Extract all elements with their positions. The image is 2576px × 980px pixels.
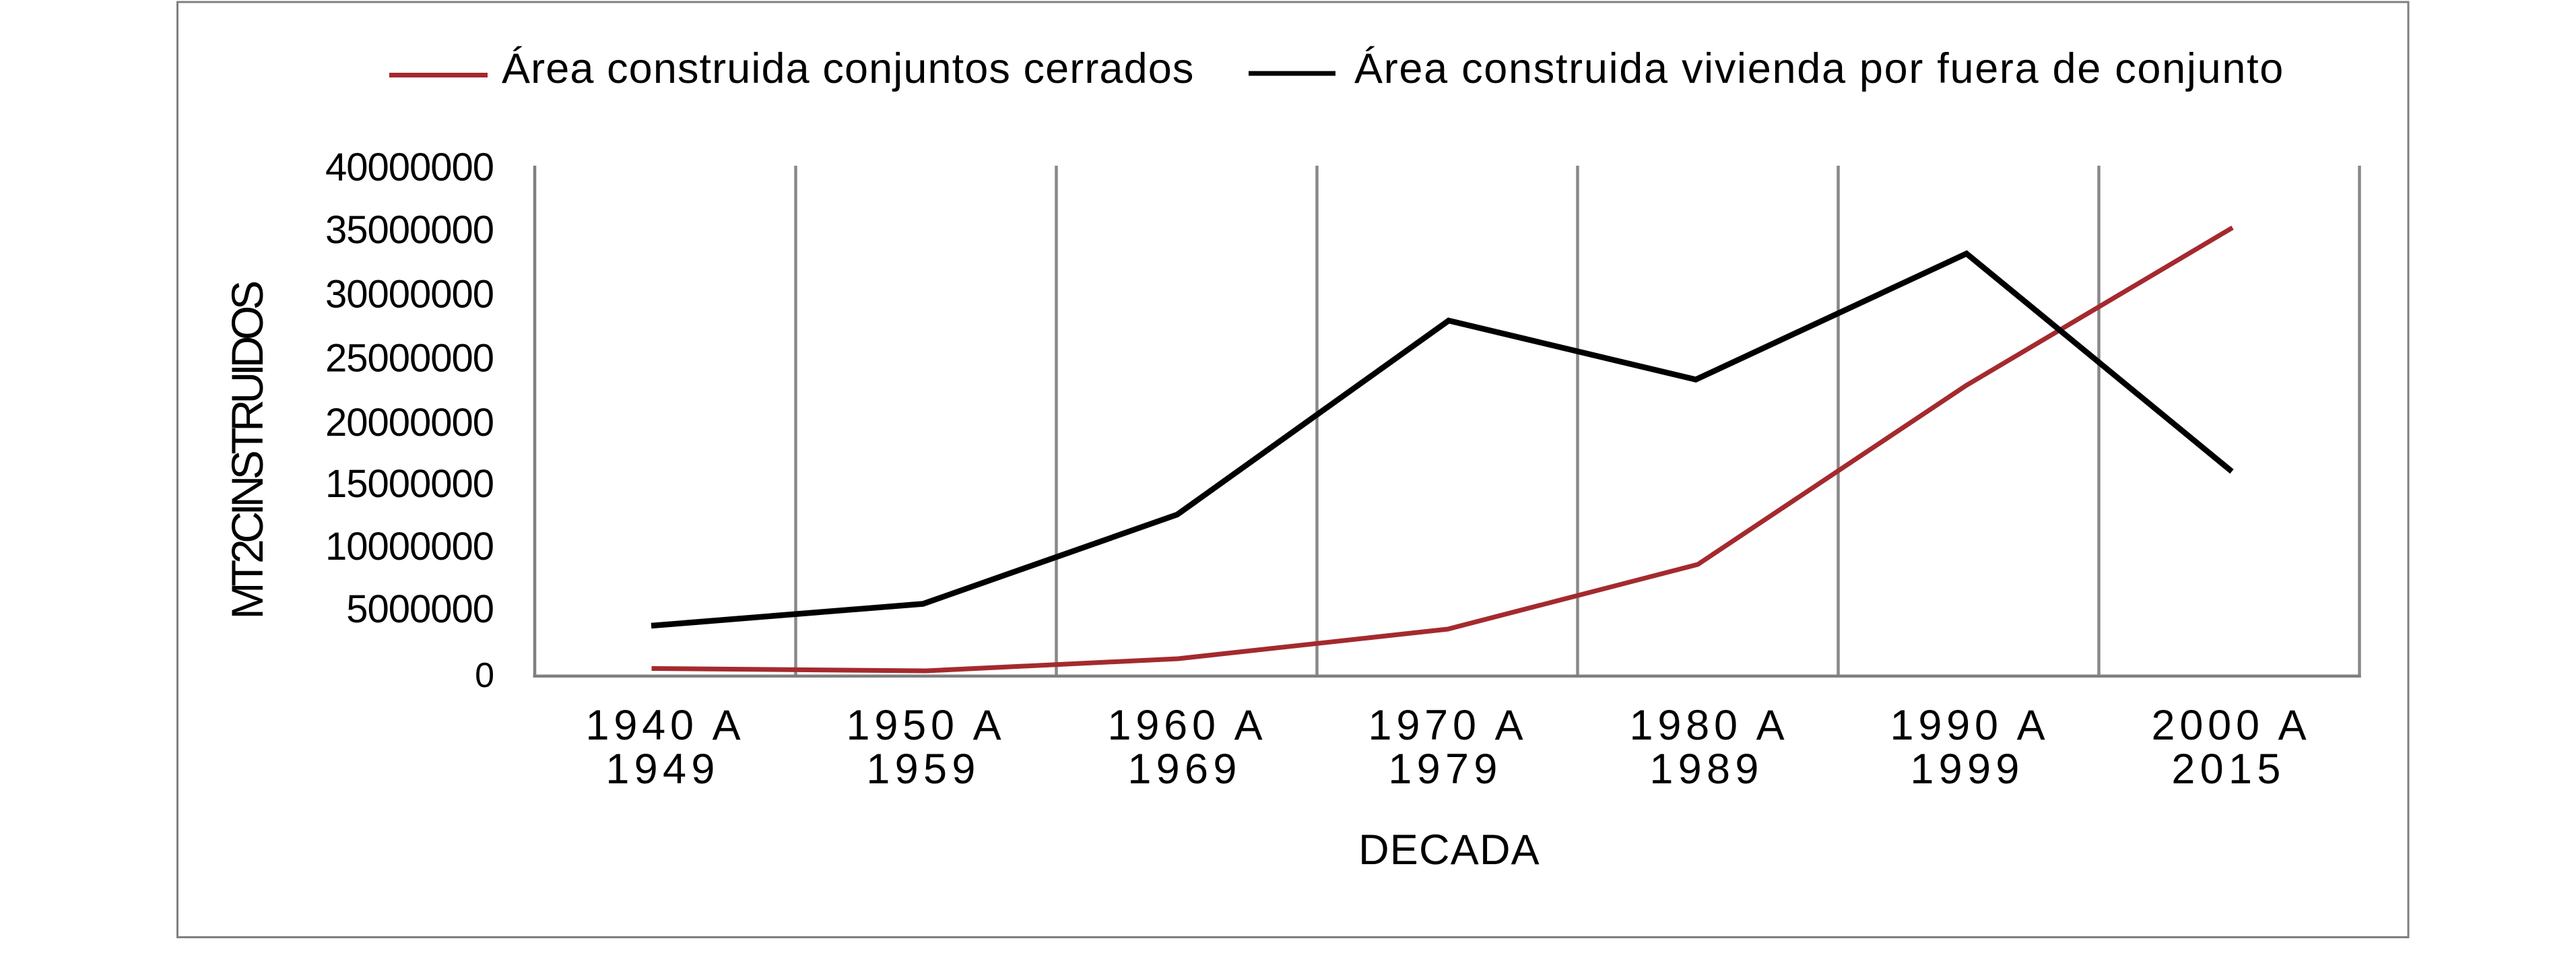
svg-text:1989: 1989: [1649, 746, 1763, 793]
svg-text:1960 A: 1960 A: [1108, 702, 1267, 749]
svg-text:30000000: 30000000: [325, 273, 494, 317]
svg-text:1940 A: 1940 A: [586, 702, 746, 749]
svg-text:25000000: 25000000: [325, 337, 494, 381]
svg-text:1979: 1979: [1388, 746, 1502, 793]
svg-text:1950 A: 1950 A: [847, 702, 1006, 749]
svg-text:2015: 2015: [2171, 746, 2285, 793]
svg-text:MT2CINSTRUIDOS: MT2CINSTRUIDOS: [222, 282, 272, 619]
svg-text:0: 0: [475, 656, 494, 695]
svg-text:10000000: 10000000: [325, 525, 494, 568]
svg-text:1959: 1959: [866, 746, 980, 793]
svg-text:1970 A: 1970 A: [1368, 702, 1528, 749]
svg-text:1969: 1969: [1127, 746, 1241, 793]
svg-text:20000000: 20000000: [325, 401, 494, 445]
svg-text:1949: 1949: [605, 746, 719, 793]
svg-text:2000 A: 2000 A: [2152, 702, 2311, 749]
svg-text:40000000: 40000000: [325, 145, 494, 189]
svg-text:1999: 1999: [1910, 746, 2024, 793]
svg-text:1990 A: 1990 A: [1890, 702, 2050, 749]
svg-text:1980 A: 1980 A: [1630, 702, 1789, 749]
svg-text:35000000: 35000000: [325, 208, 494, 252]
svg-text:15000000: 15000000: [325, 462, 494, 506]
svg-text:Área construida conjuntos cerr: Área construida conjuntos cerrados: [502, 45, 1194, 92]
svg-text:5000000: 5000000: [346, 587, 494, 631]
svg-text:DECADA: DECADA: [1358, 826, 1540, 874]
svg-text:Área construida vivienda por f: Área construida vivienda por fuera de co…: [1354, 45, 2284, 92]
